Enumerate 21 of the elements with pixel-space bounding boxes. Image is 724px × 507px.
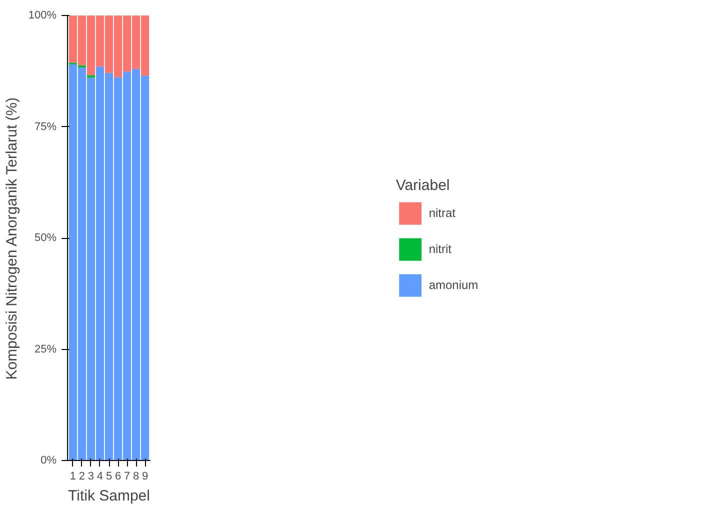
x-tick-label: 1	[70, 470, 76, 482]
y-tick-label: 0%	[40, 454, 57, 466]
x-tick-label: 8	[133, 470, 140, 482]
y-tick-label: 50%	[34, 232, 57, 244]
x-tick-label: 2	[78, 470, 85, 482]
x-tick-label: 9	[142, 470, 148, 482]
legend-label: amonium	[428, 278, 478, 292]
legend-label: nitrit	[428, 242, 452, 256]
x-tick-label: 7	[124, 470, 130, 482]
y-tick-label: 25%	[34, 343, 57, 356]
bar	[86, 75, 96, 78]
x-tick-label: 5	[106, 470, 112, 482]
legend-title: Variabel	[396, 176, 451, 194]
x-axis-title: Titik Sampel	[68, 488, 150, 504]
legend-label: nitrat	[428, 206, 456, 220]
y-tick-label: 100%	[28, 10, 57, 22]
x-tick-label: 3	[88, 470, 94, 482]
y-tick-label: 75%	[34, 120, 57, 133]
x-tick-label: 4	[96, 470, 104, 482]
y-axis-title: Komposisi Nitrogen Anorganik Terlarut (%)	[3, 97, 20, 380]
x-tick-label: 6	[114, 470, 122, 482]
